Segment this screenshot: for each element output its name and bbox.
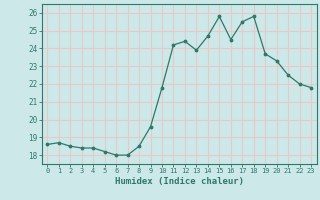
- X-axis label: Humidex (Indice chaleur): Humidex (Indice chaleur): [115, 177, 244, 186]
